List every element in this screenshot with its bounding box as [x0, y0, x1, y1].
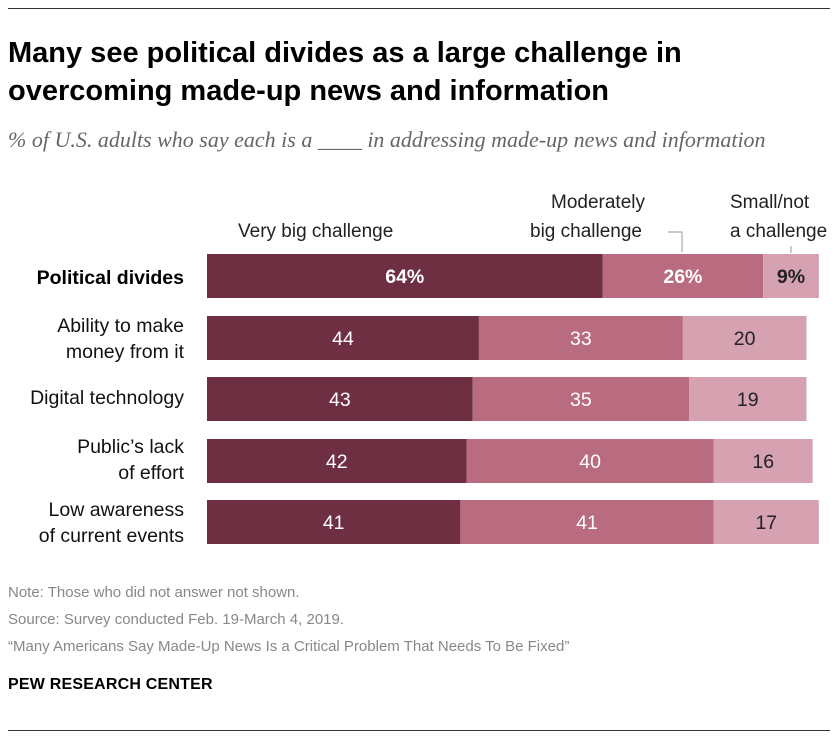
bar-very-big-1	[207, 316, 479, 360]
data-label-very-big-2: 43	[329, 389, 351, 411]
data-label-very-big-4: 41	[323, 512, 345, 534]
bar-moderate-4	[460, 500, 714, 544]
bar-small-3	[713, 439, 813, 483]
chart-title: Many see political divides as a large ch…	[8, 37, 682, 107]
data-label-small-1: 20	[734, 328, 756, 350]
legend-moderate-line2: big challenge	[530, 221, 642, 242]
bar-moderate-3	[466, 439, 714, 483]
bar-very-big-2	[207, 377, 473, 421]
category-label-awareness-line2: of current events	[38, 525, 184, 547]
data-label-small-2: 19	[737, 389, 759, 411]
data-label-moderate-0: 26%	[663, 266, 702, 288]
data-label-moderate-3: 40	[579, 451, 601, 473]
bar-very-big-0	[207, 254, 603, 298]
category-label-awareness-line1: Low awareness	[48, 499, 185, 521]
category-label-ability-line1: Ability to make	[57, 315, 184, 337]
bar-moderate-2	[472, 377, 690, 421]
bar-small-2	[689, 377, 807, 421]
data-label-very-big-1: 44	[332, 328, 354, 350]
legend-small-line2: a challenge	[730, 221, 828, 242]
bar-small-4	[713, 500, 819, 544]
legend-small-line1: Small/not	[730, 192, 810, 213]
category-label-public-line1: Public’s lack	[77, 436, 184, 458]
data-label-small-3: 16	[752, 451, 774, 473]
legend-leader-moderate	[668, 231, 683, 252]
bar-small-1	[682, 316, 807, 360]
organization-name: PEW RESEARCH CENTER	[8, 676, 213, 693]
data-label-moderate-1: 33	[570, 328, 592, 350]
category-label-political-divides: Political divides	[36, 267, 184, 289]
bar-very-big-3	[207, 439, 467, 483]
footer-note: Note: Those who did not answer not shown…	[8, 584, 300, 601]
bottom-rule	[8, 730, 830, 731]
category-label-ability-line2: money from it	[65, 341, 184, 363]
data-label-moderate-2: 35	[570, 389, 592, 411]
chart-subtitle: % of U.S. adults who say each is a ____ …	[8, 127, 766, 152]
bar-small-0	[763, 254, 819, 298]
bar-moderate-1	[478, 316, 683, 360]
bar-very-big-4	[207, 500, 461, 544]
data-label-moderate-4: 41	[576, 512, 598, 534]
data-label-very-big-0: 64%	[385, 266, 424, 288]
category-label-public-line2: of effort	[118, 462, 184, 484]
data-label-very-big-3: 42	[326, 451, 348, 473]
footer-report-title: “Many Americans Say Made-Up News Is a Cr…	[8, 638, 570, 655]
data-label-small-0: 9%	[777, 266, 805, 288]
top-rule	[8, 8, 830, 9]
legend-very-big: Very big challenge	[238, 221, 394, 242]
category-label-digital-technology: Digital technology	[30, 387, 184, 409]
data-label-small-4: 17	[755, 512, 777, 534]
legend-moderate-line1: Moderately	[551, 192, 645, 213]
bar-moderate-0	[602, 254, 764, 298]
footer-source: Source: Survey conducted Feb. 19-March 4…	[8, 611, 345, 628]
